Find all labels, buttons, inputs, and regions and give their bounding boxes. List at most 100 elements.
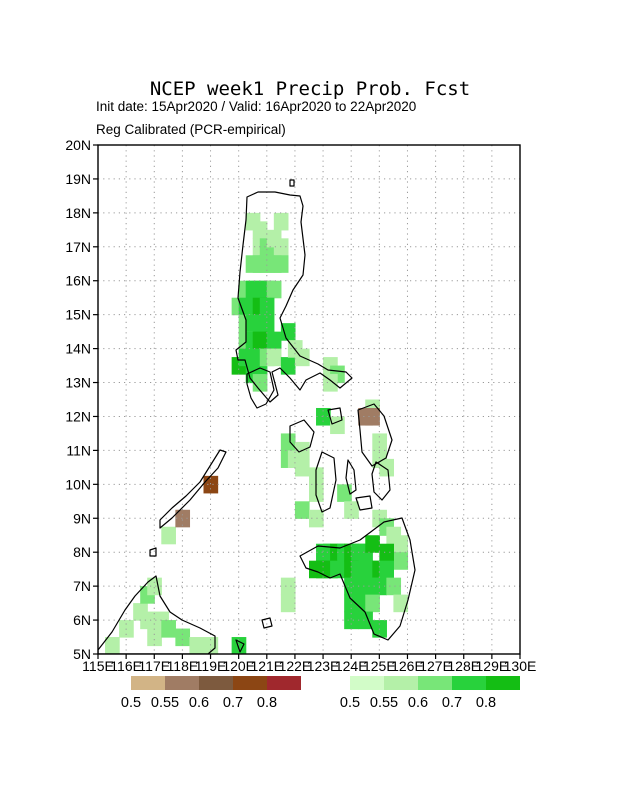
wet-legend-label: 0.8: [476, 695, 496, 711]
wet-prob-cell: [379, 543, 394, 562]
lat-tick-label: 8N: [73, 544, 91, 560]
lat-tick-label: 12N: [65, 408, 91, 424]
panay-coastline: [289, 419, 315, 453]
longitude-ticks: 115E116E117E118E119E120E121E122E123E124E…: [82, 654, 536, 674]
dry-legend-swatch: [233, 676, 267, 690]
wet-prob-cell: [189, 637, 205, 654]
lon-tick-label: 124E: [335, 658, 368, 674]
wet-legend-swatch: [384, 676, 418, 690]
map-subtitle-dates: Init date: 15Apr2020 / Valid: 16Apr2020 …: [96, 99, 416, 114]
wet-prob-cell: [316, 407, 331, 426]
wet-prob-cell: [147, 628, 162, 647]
lon-tick-label: 115E: [82, 658, 114, 674]
coastline: [98, 179, 416, 654]
wet-legend-swatch: [350, 676, 384, 690]
dry-legend-label: 0.7: [223, 695, 243, 711]
lat-tick-label: 13N: [65, 375, 91, 391]
wet-legend-swatch: [452, 676, 486, 690]
wet-prob-cell: [309, 509, 324, 528]
wet-prob-cell: [161, 526, 176, 545]
wet-prob-cell: [393, 552, 409, 570]
small-island: [289, 179, 295, 187]
probability-cells: [105, 212, 409, 654]
wet-prob-cell: [280, 357, 296, 375]
lat-tick-label: 10N: [65, 476, 91, 492]
wet-prob-cell: [273, 255, 289, 273]
wet-prob-cell: [280, 323, 296, 341]
dry-legend-label: 0.55: [151, 695, 179, 711]
lon-tick-label: 116E: [110, 658, 142, 674]
lon-tick-label: 119E: [195, 658, 227, 674]
small-island: [261, 617, 273, 629]
lat-tick-label: 7N: [73, 578, 91, 594]
wet-prob-cell: [358, 611, 373, 630]
wet-prob-cell: [105, 637, 120, 654]
lon-tick-label: 122E: [279, 658, 312, 674]
wet-prob-cell: [280, 433, 296, 451]
wet-prob-cell: [294, 501, 310, 519]
lat-tick-label: 5N: [73, 646, 91, 662]
lat-tick-label: 18N: [65, 205, 91, 221]
mindanao-coastline: [299, 517, 416, 641]
wet-prob-cell: [252, 221, 268, 239]
wet-prob-cell: [330, 560, 345, 579]
lat-tick-label: 11N: [66, 442, 91, 458]
wet-prob-cell: [393, 535, 409, 553]
wet-prob-cell: [273, 212, 289, 231]
lon-tick-label: 125E: [363, 658, 396, 674]
wet-prob-cell: [175, 628, 191, 647]
lat-tick-label: 20N: [65, 137, 91, 153]
dry-legend-swatch: [165, 676, 199, 690]
wet-legend-label: 0.7: [442, 695, 462, 711]
wet-prob-cell: [266, 280, 282, 299]
wet-prob-cell: [379, 560, 394, 579]
samar-coastline: [357, 403, 393, 467]
luzon-coastline: [235, 191, 353, 403]
wet-prob-cell: [259, 314, 275, 333]
wet-prob-cell: [386, 577, 402, 596]
cebu-coastline: [345, 459, 357, 495]
lon-tick-label: 118E: [167, 658, 199, 674]
leyte-coastline: [371, 461, 391, 501]
lat-tick-label: 15N: [65, 307, 91, 323]
dry-prob-cell: [175, 509, 191, 528]
lat-tick-label: 19N: [65, 171, 91, 187]
negros-coastline: [315, 451, 337, 513]
latitude-ticks: 5N 6N 7N 8N 9N 10N 11N 12N 13N 14N 15N 16N 17N 18N 19N…: [65, 137, 98, 662]
wet-prob-cell: [294, 458, 310, 477]
dry-probability-legend: 0.5 0.55 0.6 0.7 0.8: [121, 676, 301, 711]
wet-prob-cell: [393, 594, 409, 613]
lon-tick-label: 126E: [391, 658, 424, 674]
mindoro-coastline: [246, 367, 275, 409]
borneo-coastline: [98, 575, 216, 654]
dry-prob-cell: [365, 407, 380, 426]
dry-legend-swatch: [131, 676, 165, 690]
map-title: NCEP week1 Precip Prob. Fcst: [150, 78, 470, 100]
lon-tick-label: 123E: [307, 658, 340, 674]
lat-tick-label: 16N: [65, 273, 91, 289]
wet-legend-swatch: [486, 676, 520, 690]
dry-legend-label: 0.5: [121, 695, 141, 711]
wet-prob-cell: [147, 577, 162, 596]
dry-legend-label: 0.8: [257, 695, 277, 711]
lon-tick-label: 120E: [222, 658, 255, 674]
lon-tick-label: 121E: [250, 658, 283, 674]
lat-tick-label: 6N: [73, 612, 91, 628]
wet-prob-cell: [330, 416, 345, 435]
wet-prob-cell: [252, 331, 268, 350]
wet-legend-label: 0.6: [408, 695, 428, 711]
wet-legend-swatch: [418, 676, 452, 690]
lat-tick-label: 9N: [73, 510, 91, 526]
lat-tick-label: 14N: [65, 341, 91, 357]
wet-prob-cell: [344, 611, 359, 630]
lon-tick-label: 129E: [476, 658, 509, 674]
lon-tick-label: 130E: [504, 658, 537, 674]
wet-legend-label: 0.5: [340, 695, 360, 711]
wet-prob-cell: [365, 535, 380, 553]
lon-tick-label: 127E: [419, 658, 452, 674]
wet-prob-cell: [365, 594, 380, 613]
wet-prob-cell: [280, 594, 296, 613]
lon-tick-label: 117E: [138, 658, 170, 674]
map-subtitle-method: Reg Calibrated (PCR-empirical): [96, 122, 286, 137]
